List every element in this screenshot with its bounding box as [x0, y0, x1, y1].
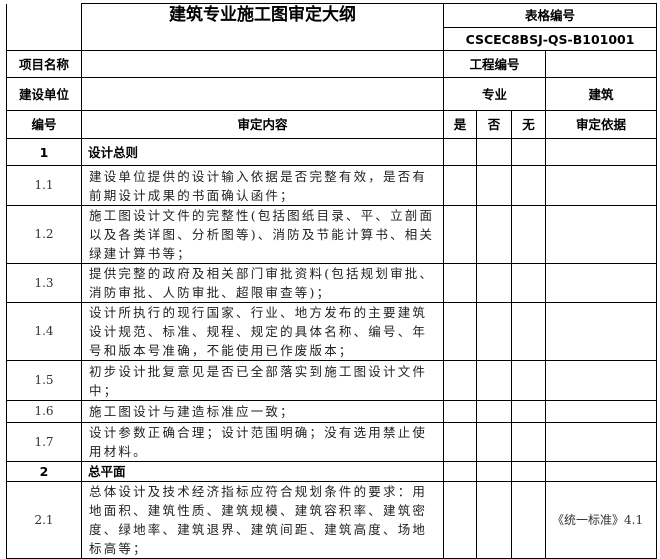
row-basis [544, 360, 658, 401]
row-content: 总平面 [81, 461, 444, 482]
discipline-value: 建筑 [544, 77, 658, 111]
no-checkbox-cell[interactable] [476, 481, 512, 559]
na-checkbox-cell[interactable] [511, 461, 546, 482]
no-checkbox-cell[interactable] [476, 263, 512, 303]
section-row: 1 设计总则 [6, 138, 658, 166]
row-content: 施工图设计文件的完整性(包括图纸目录、平、立剖面以及各类详图、分析图等)、消防及… [81, 205, 444, 264]
na-checkbox-cell[interactable] [511, 422, 546, 462]
na-checkbox-cell[interactable] [511, 205, 546, 264]
row-number: 1.3 [6, 263, 82, 303]
table-row: 1.1 建设单位提供的设计输入依据是否完整有效，是否有前期设计成果的书面确认函件； [6, 165, 658, 206]
na-checkbox-cell[interactable] [511, 138, 546, 166]
page-title: 建筑专业施工图审定大纲 [81, 3, 444, 51]
table-row: 1.7 设计参数正确合理；设计范围明确；没有选用禁止使用材料。 [6, 422, 658, 462]
table-row: 1.5 初步设计批复意见是否已全部落实到施工图设计文件中； [6, 360, 658, 401]
table-row: 1.6 施工图设计与建造标准应一致； [6, 400, 658, 423]
row-number: 1.2 [6, 205, 82, 264]
col-no: 编号 [6, 110, 82, 139]
col-yes: 是 [443, 110, 477, 139]
no-checkbox-cell[interactable] [476, 138, 512, 166]
row-number: 1.5 [6, 360, 82, 401]
yes-checkbox-cell[interactable] [443, 360, 477, 401]
no-checkbox-cell[interactable] [476, 461, 512, 482]
row-number: 1.4 [6, 302, 82, 361]
table-row: 1.2 施工图设计文件的完整性(包括图纸目录、平、立剖面以及各类详图、分析图等)、… [6, 205, 658, 264]
yes-checkbox-cell[interactable] [443, 302, 477, 361]
logo-cell [6, 3, 82, 51]
yes-checkbox-cell[interactable] [443, 165, 477, 206]
row-number: 1.6 [6, 400, 82, 423]
row-content: 设计所执行的现行国家、行业、地方发布的主要建筑设计规范、标准、规程、规定的具体名… [81, 302, 444, 361]
client-label: 建设单位 [6, 77, 82, 111]
project-no-label: 工程编号 [443, 50, 546, 78]
row-basis [544, 422, 658, 462]
row-basis [544, 400, 658, 423]
row-basis [544, 263, 658, 303]
section-row: 2 总平面 [6, 461, 658, 482]
row-content: 施工图设计与建造标准应一致； [81, 400, 444, 423]
row-number: 1.1 [6, 165, 82, 206]
no-checkbox-cell[interactable] [476, 165, 512, 206]
yes-checkbox-cell[interactable] [443, 461, 477, 482]
row-content: 总体设计及技术经济指标应符合规划条件的要求：用地面积、建筑性质、建筑规模、建筑容… [81, 481, 444, 559]
row-content: 设计总则 [81, 138, 444, 166]
form-code: CSCEC8BSJ-QS-B101001 [442, 27, 658, 51]
na-checkbox-cell[interactable] [511, 360, 546, 401]
row-basis [544, 165, 658, 206]
review-outline-table: 建筑专业施工图审定大纲 表格编号 CSCEC8BSJ-QS-B101001 项目… [6, 3, 658, 559]
na-checkbox-cell[interactable] [511, 263, 546, 303]
no-checkbox-cell[interactable] [476, 422, 512, 462]
row-number: 1.7 [6, 422, 82, 462]
row-number: 2 [6, 461, 82, 482]
col-basis: 审定依据 [544, 110, 658, 139]
col-no-option: 否 [476, 110, 512, 139]
discipline-label: 专业 [443, 77, 546, 111]
no-checkbox-cell[interactable] [476, 205, 512, 264]
no-checkbox-cell[interactable] [476, 302, 512, 361]
no-checkbox-cell[interactable] [476, 400, 512, 423]
na-checkbox-cell[interactable] [511, 302, 546, 361]
row-content: 建设单位提供的设计输入依据是否完整有效，是否有前期设计成果的书面确认函件； [81, 165, 444, 206]
row-number: 1 [6, 138, 82, 166]
row-basis [544, 138, 658, 166]
yes-checkbox-cell[interactable] [443, 263, 477, 303]
col-content: 审定内容 [81, 110, 444, 139]
row-basis: 《统一标准》4.1 [544, 481, 658, 559]
project-name-label: 项目名称 [6, 50, 82, 78]
form-code-label: 表格编号 [442, 3, 658, 28]
yes-checkbox-cell[interactable] [443, 422, 477, 462]
row-basis [544, 302, 658, 361]
no-checkbox-cell[interactable] [476, 360, 512, 401]
yes-checkbox-cell[interactable] [443, 481, 477, 559]
project-name-field[interactable] [81, 50, 444, 78]
na-checkbox-cell[interactable] [511, 165, 546, 206]
yes-checkbox-cell[interactable] [443, 138, 477, 166]
row-content: 设计参数正确合理；设计范围明确；没有选用禁止使用材料。 [81, 422, 444, 462]
project-no-field[interactable] [544, 50, 658, 78]
yes-checkbox-cell[interactable] [443, 205, 477, 264]
row-basis [544, 205, 658, 264]
yes-checkbox-cell[interactable] [443, 400, 477, 423]
table-row: 1.4 设计所执行的现行国家、行业、地方发布的主要建筑设计规范、标准、规程、规定的… [6, 302, 658, 361]
row-number: 2.1 [6, 481, 82, 559]
na-checkbox-cell[interactable] [511, 400, 546, 423]
row-basis [544, 461, 658, 482]
row-content: 提供完整的政府及相关部门审批资料(包括规划审批、消防审批、人防审批、超限审查等)… [81, 263, 444, 303]
na-checkbox-cell[interactable] [511, 481, 546, 559]
row-content: 初步设计批复意见是否已全部落实到施工图设计文件中； [81, 360, 444, 401]
table-row: 1.3 提供完整的政府及相关部门审批资料(包括规划审批、消防审批、人防审批、超限审… [6, 263, 658, 303]
client-field[interactable] [81, 77, 444, 111]
col-na: 无 [511, 110, 546, 139]
table-row: 2.1 总体设计及技术经济指标应符合规划条件的要求：用地面积、建筑性质、建筑规模、… [6, 481, 658, 559]
